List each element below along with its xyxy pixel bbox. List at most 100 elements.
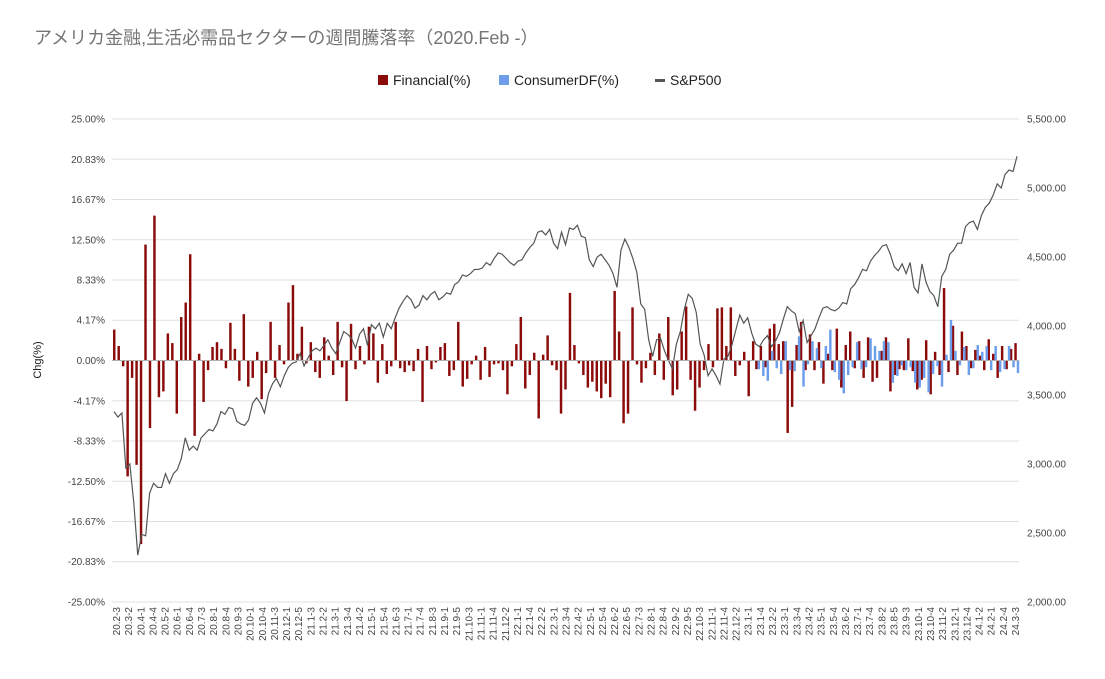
financial-bar xyxy=(799,321,803,361)
consumerdf-bar xyxy=(1007,346,1011,361)
x-tick-label: 23.4-2 xyxy=(804,607,815,636)
x-tick-label: 24.2-1 xyxy=(987,607,998,636)
financial-bar xyxy=(403,360,406,373)
financial-bar xyxy=(991,353,995,361)
financial-bar xyxy=(376,360,380,383)
financial-bar xyxy=(751,341,755,361)
financial-bar xyxy=(528,360,531,375)
financial-bar xyxy=(795,345,798,361)
x-tick-label: 20.10-1 xyxy=(246,607,257,641)
left-tick-label: -8.33% xyxy=(73,436,105,447)
financial-bar xyxy=(162,360,165,392)
financial-bar xyxy=(983,360,986,371)
financial-bar xyxy=(862,360,865,378)
financial-bar xyxy=(826,353,830,361)
financial-bar xyxy=(911,360,915,372)
consumerdf-bar xyxy=(757,360,761,370)
x-tick-label: 20.7-3 xyxy=(197,607,208,636)
left-tick-label: 0.00% xyxy=(77,356,105,367)
x-tick-label: 22.5-1 xyxy=(586,607,597,636)
x-tick-label: 20.12-5 xyxy=(294,607,305,641)
x-tick-label: 23.11-2 xyxy=(938,607,949,641)
financial-bar xyxy=(443,343,447,361)
financial-bar xyxy=(987,339,990,361)
financial-bar xyxy=(591,360,594,382)
x-tick-label: 21.5-4 xyxy=(379,607,390,636)
financial-bar xyxy=(942,288,946,361)
financial-bar xyxy=(421,360,424,403)
financial-bar xyxy=(273,360,277,378)
consumerdf-bars xyxy=(757,319,1020,394)
legend-label-sp500: S&P500 xyxy=(670,72,722,88)
financial-bar xyxy=(434,360,438,363)
financial-bar xyxy=(323,337,326,361)
left-tick-label: 8.33% xyxy=(77,276,105,287)
financial-bar xyxy=(282,360,286,365)
x-tick-label: 21.9-1 xyxy=(440,607,451,636)
financial-bar xyxy=(808,334,812,361)
financial-bar xyxy=(884,337,888,361)
consumerdf-bar xyxy=(985,346,988,361)
financial-bar xyxy=(786,360,789,433)
right-tick-label: 2,000.00 xyxy=(1027,598,1066,609)
consumerdf-bar xyxy=(802,360,805,387)
financial-bar xyxy=(197,353,201,361)
x-tick-label: 22.9-2 xyxy=(671,607,682,636)
x-tick-label: 20.4-1 xyxy=(136,607,147,636)
legend-marker-sp500 xyxy=(655,79,665,82)
legend: Financial(%) ConsumerDF(%) S&P500 xyxy=(378,72,722,88)
x-tick-label: 22.6-5 xyxy=(622,607,633,636)
financial-bar xyxy=(716,308,719,361)
x-tick-label: 23.9-3 xyxy=(902,607,913,636)
financial-bar xyxy=(412,360,415,372)
financial-bar xyxy=(425,346,429,361)
financial-bar xyxy=(394,321,397,361)
y-axis-label: Chg(%) xyxy=(32,341,44,378)
financial-bar xyxy=(698,360,701,388)
financial-bar xyxy=(166,333,170,361)
financial-bar xyxy=(278,345,281,361)
financial-bar xyxy=(501,360,505,371)
financial-bar xyxy=(229,322,232,361)
financial-bar xyxy=(220,348,223,361)
financial-bar xyxy=(416,348,420,361)
financial-bar xyxy=(658,333,661,361)
x-tick-label: 20.6-4 xyxy=(185,607,196,636)
left-tick-label: 20.83% xyxy=(71,155,105,166)
financial-bar xyxy=(126,360,129,477)
financial-bar xyxy=(707,344,710,361)
consumerdf-bar xyxy=(936,360,939,367)
consumerdf-bar xyxy=(931,360,935,375)
financial-bar xyxy=(893,360,897,375)
x-tick-label: 23.7-4 xyxy=(865,607,876,636)
financial-bar xyxy=(390,360,393,367)
financial-bar xyxy=(238,360,241,381)
financial-bar xyxy=(693,360,697,411)
consumerdf-bar xyxy=(842,360,845,394)
financial-bar xyxy=(671,360,674,396)
x-tick-label: 23.2-2 xyxy=(768,607,779,636)
consumerdf-bar xyxy=(1012,360,1015,368)
financial-bar xyxy=(300,326,304,361)
legend-marker-financial xyxy=(378,75,388,85)
financial-bar xyxy=(600,360,603,399)
financial-bar xyxy=(680,331,683,361)
consumerdf-bar xyxy=(815,347,819,361)
financial-bar xyxy=(978,355,982,361)
financial-bar xyxy=(559,360,563,414)
financial-bar xyxy=(251,360,254,378)
x-tick-label: 22.9-5 xyxy=(683,607,694,636)
financial-bar xyxy=(831,360,834,371)
financial-bar xyxy=(506,360,509,395)
consumerdf-bar xyxy=(981,351,984,361)
financial-bar xyxy=(649,352,652,361)
consumerdf-bar xyxy=(793,360,796,372)
financial-bar xyxy=(148,360,152,429)
financial-bar xyxy=(996,360,999,378)
consumerdf-bar xyxy=(940,360,944,387)
consumerdf-bar xyxy=(918,360,921,388)
consumerdf-bar xyxy=(967,360,971,375)
x-tick-label: 21.5-1 xyxy=(367,607,378,636)
financial-bar xyxy=(898,360,901,370)
